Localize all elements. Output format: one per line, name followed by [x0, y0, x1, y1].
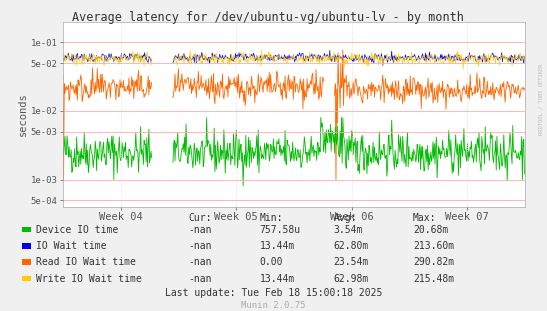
Y-axis label: seconds: seconds: [18, 92, 28, 136]
Text: Munin 2.0.75: Munin 2.0.75: [241, 301, 306, 310]
Text: 62.98m: 62.98m: [334, 274, 369, 284]
Text: Write IO Wait time: Write IO Wait time: [36, 274, 141, 284]
Text: Min:: Min:: [260, 213, 283, 223]
Text: Average latency for /dev/ubuntu-vg/ubuntu-lv - by month: Average latency for /dev/ubuntu-vg/ubunt…: [72, 11, 464, 24]
Text: Avg:: Avg:: [334, 213, 357, 223]
Text: -nan: -nan: [189, 257, 212, 267]
Text: -nan: -nan: [189, 241, 212, 251]
Text: 23.54m: 23.54m: [334, 257, 369, 267]
Text: 62.80m: 62.80m: [334, 241, 369, 251]
Text: 13.44m: 13.44m: [260, 274, 295, 284]
Text: 215.48m: 215.48m: [413, 274, 454, 284]
Text: 13.44m: 13.44m: [260, 241, 295, 251]
Text: 757.58u: 757.58u: [260, 225, 301, 234]
Text: -nan: -nan: [189, 225, 212, 234]
Text: IO Wait time: IO Wait time: [36, 241, 106, 251]
Text: 3.54m: 3.54m: [334, 225, 363, 234]
Text: Max:: Max:: [413, 213, 437, 223]
Text: 0.00: 0.00: [260, 257, 283, 267]
Text: 290.82m: 290.82m: [413, 257, 454, 267]
Text: Read IO Wait time: Read IO Wait time: [36, 257, 136, 267]
Text: RRDTOOL / TOBI OETIKER: RRDTOOL / TOBI OETIKER: [538, 64, 543, 135]
Text: Last update: Tue Feb 18 15:00:18 2025: Last update: Tue Feb 18 15:00:18 2025: [165, 288, 382, 298]
Text: Cur:: Cur:: [189, 213, 212, 223]
Text: 20.68m: 20.68m: [413, 225, 448, 234]
Text: 213.60m: 213.60m: [413, 241, 454, 251]
Text: -nan: -nan: [189, 274, 212, 284]
Text: Device IO time: Device IO time: [36, 225, 118, 234]
